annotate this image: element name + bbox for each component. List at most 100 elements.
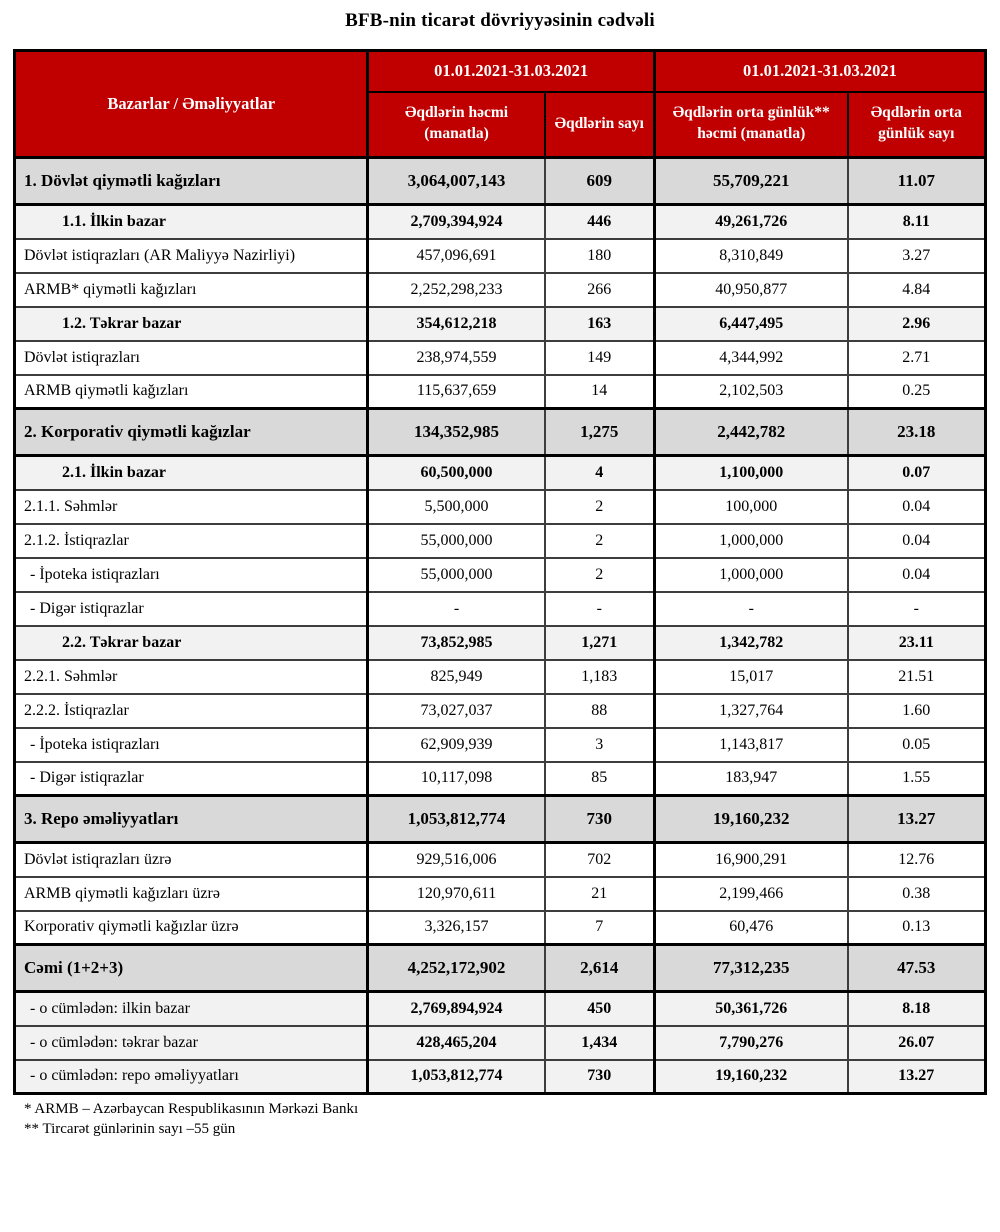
cell-avg-daily-count: 12.76 xyxy=(846,841,987,878)
cell-deal-volume: 55,000,000 xyxy=(366,522,546,559)
row-label: 2.2.2. İstiqrazlar xyxy=(13,692,369,729)
row-label: ARMB* qiymətli kağızları xyxy=(13,271,369,308)
table-row: - Digər istiqrazlar 10,117,098 85 183,94… xyxy=(13,760,987,797)
table-row: 1.1. İlkin bazar 2,709,394,924 446 49,26… xyxy=(13,203,987,240)
cell-deal-count: 1,183 xyxy=(543,658,656,695)
page-title: BFB-nin ticarət dövriyyəsinin cədvəli xyxy=(345,10,655,31)
cell-avg-daily-count: 13.27 xyxy=(846,1058,987,1095)
cell-avg-daily-volume: 2,102,503 xyxy=(652,373,849,410)
cell-avg-daily-count: 3.27 xyxy=(846,237,987,274)
table-row: ARMB qiymətli kağızları üzrə 120,970,611… xyxy=(13,875,987,912)
cell-avg-daily-volume: 55,709,221 xyxy=(652,156,849,206)
cell-avg-daily-count: 23.18 xyxy=(846,407,987,457)
cell-deal-volume: 73,852,985 xyxy=(366,624,546,661)
cell-avg-daily-count: 8.11 xyxy=(846,203,987,240)
cell-avg-daily-count: 0.07 xyxy=(846,454,987,491)
cell-avg-daily-volume: 60,476 xyxy=(652,909,849,946)
row-label: 2.1. İlkin bazar xyxy=(13,454,369,491)
trading-turnover-table: Bazarlar / Əməliyyatlar 01.01.2021-31.03… xyxy=(13,49,987,1095)
cell-avg-daily-volume: 77,312,235 xyxy=(652,943,849,993)
table-row: Dövlət istiqrazları üzrə 929,516,006 702… xyxy=(13,841,987,878)
cell-deal-volume: 5,500,000 xyxy=(366,488,546,525)
cell-deal-count: 163 xyxy=(543,305,656,342)
cell-avg-daily-volume: 6,447,495 xyxy=(652,305,849,342)
cell-deal-volume: 428,465,204 xyxy=(366,1024,546,1061)
cell-avg-daily-volume: 1,000,000 xyxy=(652,522,849,559)
cell-deal-count: 609 xyxy=(543,156,656,206)
table-row: 2.1. İlkin bazar 60,500,000 4 1,100,000 … xyxy=(13,454,987,491)
row-label: - o cümlədən: repo əməliyyatları xyxy=(13,1058,369,1095)
cell-deal-volume: 10,117,098 xyxy=(366,760,546,797)
table-row: 2.1.1. Səhmlər 5,500,000 2 100,000 0.04 xyxy=(13,488,987,525)
cell-deal-volume: 929,516,006 xyxy=(366,841,546,878)
cell-deal-volume: 1,053,812,774 xyxy=(366,794,546,844)
table-body: 1. Dövlət qiymətli kağızları 3,064,007,1… xyxy=(13,156,987,1095)
cell-avg-daily-volume: 49,261,726 xyxy=(652,203,849,240)
cell-avg-daily-count: 0.04 xyxy=(846,488,987,525)
cell-avg-daily-count: 0.04 xyxy=(846,522,987,559)
cell-deal-volume: 55,000,000 xyxy=(366,556,546,593)
cell-deal-volume: 2,709,394,924 xyxy=(366,203,546,240)
table-row: 1. Dövlət qiymətli kağızları 3,064,007,1… xyxy=(13,156,987,206)
cell-deal-count: 2 xyxy=(543,488,656,525)
cell-avg-daily-volume: 1,000,000 xyxy=(652,556,849,593)
row-label: 2. Korporativ qiymətli kağızlar xyxy=(13,407,369,457)
row-label: Cəmi (1+2+3) xyxy=(13,943,369,993)
row-label: Korporativ qiymətli kağızlar üzrə xyxy=(13,909,369,946)
table-row: 2. Korporativ qiymətli kağızlar 134,352,… xyxy=(13,407,987,457)
cell-avg-daily-volume: 7,790,276 xyxy=(652,1024,849,1061)
cell-avg-daily-volume: 15,017 xyxy=(652,658,849,695)
cell-avg-daily-count: 2.71 xyxy=(846,339,987,376)
cell-deal-count: 7 xyxy=(543,909,656,946)
cell-deal-count: 446 xyxy=(543,203,656,240)
cell-avg-daily-volume: 100,000 xyxy=(652,488,849,525)
row-label: 2.2. Təkrar bazar xyxy=(13,624,369,661)
cell-deal-volume: 354,612,218 xyxy=(366,305,546,342)
cell-deal-volume: 1,053,812,774 xyxy=(366,1058,546,1095)
cell-avg-daily-volume: - xyxy=(652,590,849,627)
cell-avg-daily-volume: 1,143,817 xyxy=(652,726,849,763)
cell-deal-count: 450 xyxy=(543,990,656,1027)
cell-deal-volume: 120,970,611 xyxy=(366,875,546,912)
table-row: - İpoteka istiqrazları 62,909,939 3 1,14… xyxy=(13,726,987,763)
row-label: 2.1.1. Səhmlər xyxy=(13,488,369,525)
cell-deal-count: 702 xyxy=(543,841,656,878)
cell-deal-count: 266 xyxy=(543,271,656,308)
table-row: ARMB qiymətli kağızları 115,637,659 14 2… xyxy=(13,373,987,410)
cell-avg-daily-volume: 183,947 xyxy=(652,760,849,797)
column-header-avg-daily-volume: Əqdlərin orta günlük** həcmi (manatla) xyxy=(652,90,849,159)
cell-deal-count: 180 xyxy=(543,237,656,274)
page: BFB-nin ticarət dövriyyəsinin cədvəli Ba… xyxy=(13,10,987,1140)
cell-avg-daily-count: 21.51 xyxy=(846,658,987,695)
cell-avg-daily-volume: 1,327,764 xyxy=(652,692,849,729)
cell-avg-daily-volume: 1,100,000 xyxy=(652,454,849,491)
cell-deal-count: 88 xyxy=(543,692,656,729)
table-row: 1.2. Təkrar bazar 354,612,218 163 6,447,… xyxy=(13,305,987,342)
cell-avg-daily-volume: 4,344,992 xyxy=(652,339,849,376)
row-label: - İpoteka istiqrazları xyxy=(13,726,369,763)
cell-avg-daily-count: 0.13 xyxy=(846,909,987,946)
cell-deal-volume: 2,252,298,233 xyxy=(366,271,546,308)
cell-deal-volume: 3,064,007,143 xyxy=(366,156,546,206)
row-label: ARMB qiymətli kağızları xyxy=(13,373,369,410)
cell-avg-daily-volume: 2,199,466 xyxy=(652,875,849,912)
row-label: 2.2.1. Səhmlər xyxy=(13,658,369,695)
table-header: Bazarlar / Əməliyyatlar 01.01.2021-31.03… xyxy=(13,49,987,159)
cell-deal-volume: 73,027,037 xyxy=(366,692,546,729)
table-row: 2.2.1. Səhmlər 825,949 1,183 15,017 21.5… xyxy=(13,658,987,695)
table-row: Dövlət istiqrazları (AR Maliyyə Nazirliy… xyxy=(13,237,987,274)
cell-deal-volume: 134,352,985 xyxy=(366,407,546,457)
cell-deal-volume: 2,769,894,924 xyxy=(366,990,546,1027)
footnotes: * ARMB – Azərbaycan Respublikasının Mərk… xyxy=(13,1100,987,1140)
row-label: 3. Repo əməliyyatları xyxy=(13,794,369,844)
cell-deal-count: 85 xyxy=(543,760,656,797)
cell-avg-daily-count: 13.27 xyxy=(846,794,987,844)
cell-deal-count: 2,614 xyxy=(543,943,656,993)
table-row: 2.2. Təkrar bazar 73,852,985 1,271 1,342… xyxy=(13,624,987,661)
cell-avg-daily-volume: 2,442,782 xyxy=(652,407,849,457)
cell-deal-count: 1,275 xyxy=(543,407,656,457)
row-label: Dövlət istiqrazları xyxy=(13,339,369,376)
cell-avg-daily-count: 11.07 xyxy=(846,156,987,206)
cell-deal-volume: - xyxy=(366,590,546,627)
cell-avg-daily-count: 0.38 xyxy=(846,875,987,912)
